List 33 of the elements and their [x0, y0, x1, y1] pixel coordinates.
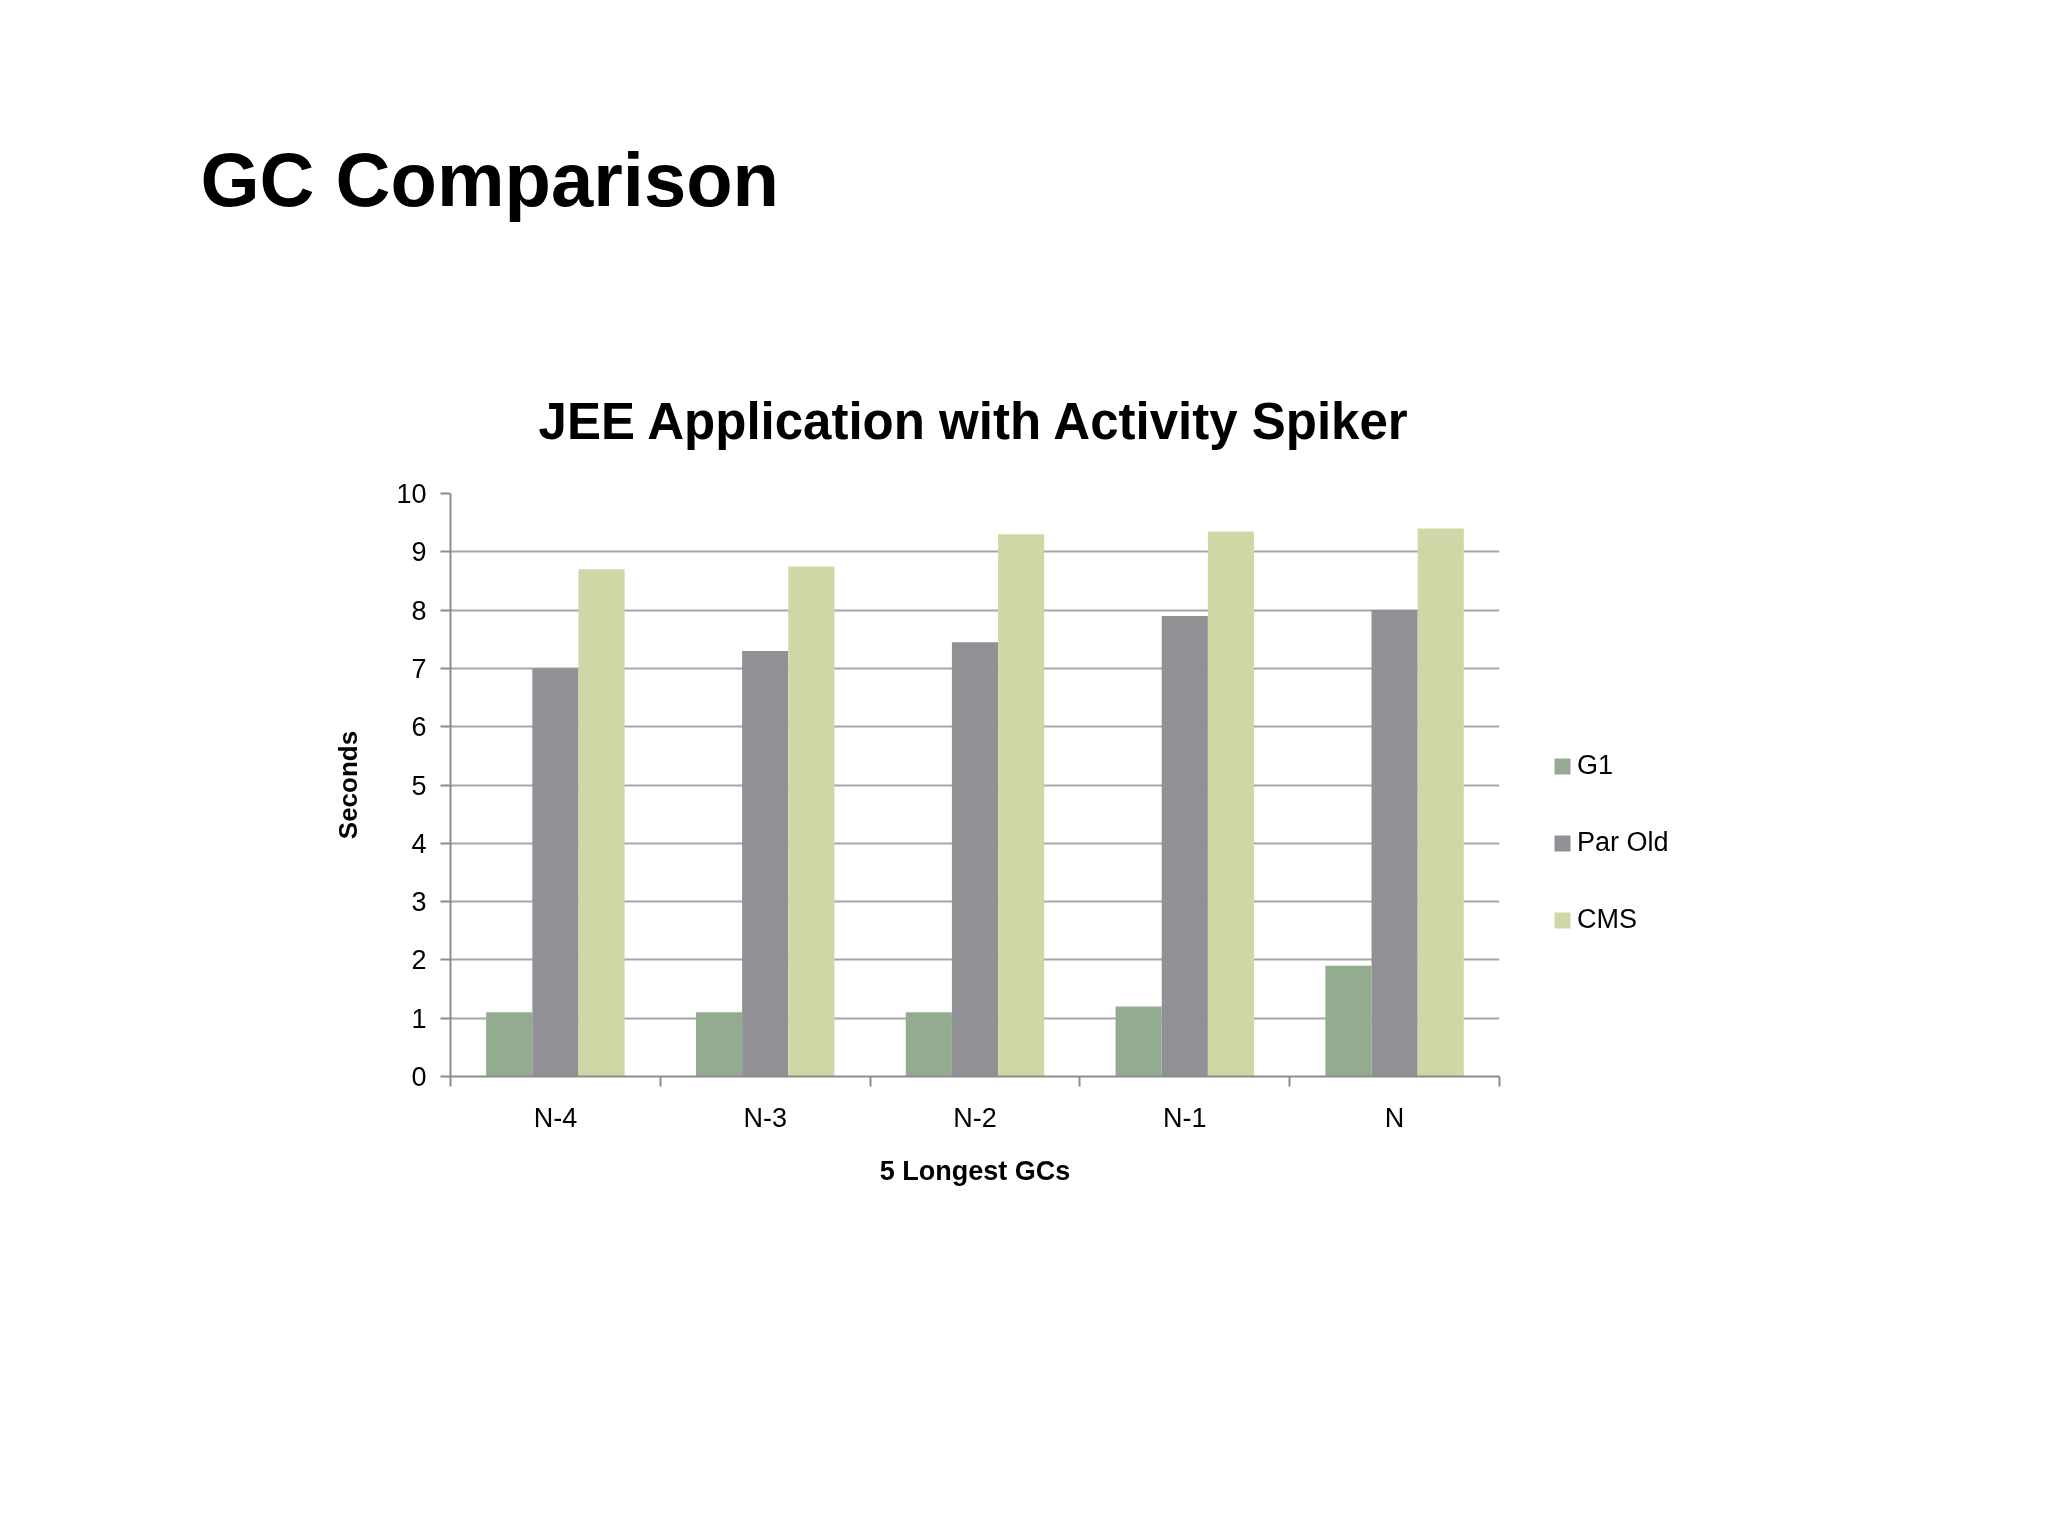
y-tick-label: 6	[411, 712, 427, 743]
y-tick-label: 7	[411, 653, 427, 684]
y-tick-label: 8	[411, 595, 427, 626]
x-axis-title: 5 Longest GCs	[879, 1155, 1071, 1186]
x-tick-label: N-2	[953, 1102, 997, 1133]
y-tick-label: 3	[411, 887, 427, 918]
y-axis-title: Seconds	[333, 730, 364, 840]
legend-label: G1	[1577, 750, 1614, 781]
x-tick-label: N-3	[743, 1102, 787, 1133]
bar	[1325, 965, 1372, 1077]
y-tick-label: 2	[411, 945, 427, 976]
bar	[486, 1012, 533, 1077]
x-tick-label: N-4	[533, 1102, 578, 1133]
bar	[998, 534, 1045, 1077]
legend-label: CMS	[1577, 904, 1637, 935]
y-tick-label: 9	[411, 537, 427, 568]
chart-subtitle: JEE Application with Activity Spiker	[538, 392, 1408, 450]
bar	[1115, 1006, 1162, 1077]
bar	[578, 569, 625, 1077]
y-tick-label: 5	[411, 770, 427, 801]
legend-label: Par Old	[1577, 827, 1669, 858]
bar	[1417, 528, 1464, 1077]
y-tick-label: 0	[411, 1062, 427, 1092]
x-tick-label: N-1	[1163, 1102, 1207, 1133]
bar	[788, 566, 835, 1077]
x-tick-label: N	[1384, 1102, 1405, 1133]
chart-title: GC Comparison	[200, 136, 779, 222]
y-tick-label: 10	[396, 479, 427, 509]
y-tick-label: 4	[411, 828, 427, 859]
bar	[1207, 531, 1255, 1077]
bar	[905, 1012, 952, 1077]
y-tick-label: 1	[411, 1003, 427, 1034]
bar	[695, 1012, 743, 1077]
